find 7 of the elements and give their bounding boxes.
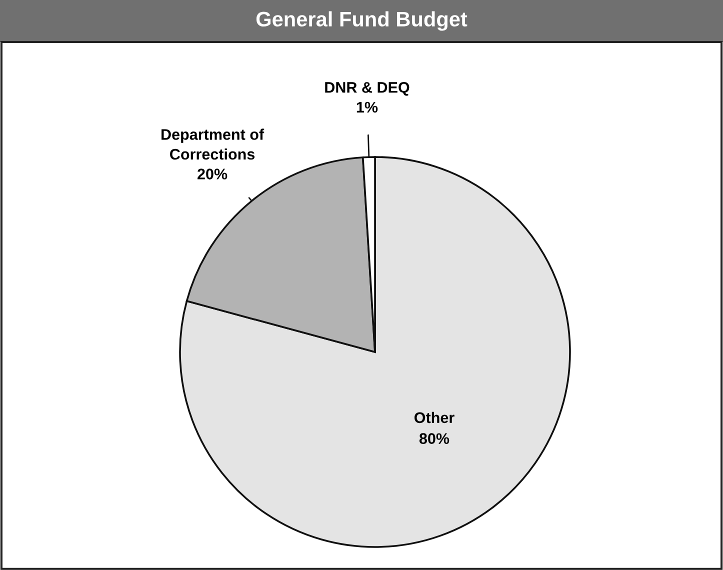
slice-label: Department of Corrections bbox=[162, 128, 264, 160]
slice-label: Other bbox=[414, 412, 454, 424]
data-label: 1% bbox=[356, 102, 378, 113]
slice-label: DNR & DEQ bbox=[325, 82, 410, 96]
data-label: 20% bbox=[198, 168, 228, 180]
data-label: 80% bbox=[419, 433, 450, 444]
chart-title: General Fund Budget bbox=[256, 11, 468, 31]
